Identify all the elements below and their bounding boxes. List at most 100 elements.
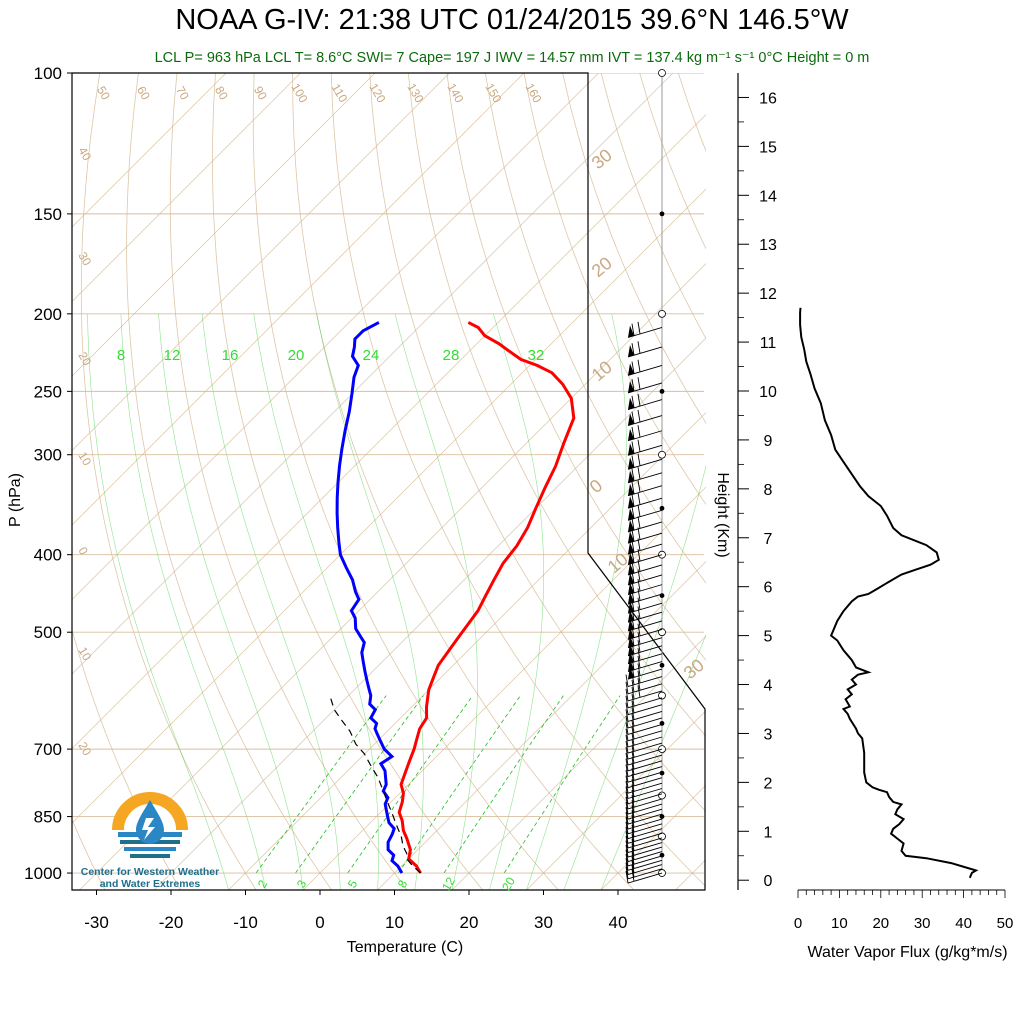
wind-barb-feather xyxy=(625,758,629,771)
pressure-tick-label: 250 xyxy=(34,382,62,401)
wind-level-marker xyxy=(658,791,666,800)
wind-barb-feather xyxy=(631,762,635,775)
wind-barb xyxy=(627,782,663,794)
moist-adiabat-line xyxy=(120,313,267,890)
dry-adiabat-label: 20 xyxy=(75,350,94,369)
moist-adiabat-line xyxy=(87,313,229,890)
wind-barb-feather xyxy=(625,786,629,799)
wind-barb xyxy=(627,415,663,426)
wind-level-marker xyxy=(659,770,665,776)
wind-barb-pennant xyxy=(628,519,634,532)
temperature-profile-line xyxy=(397,321,576,874)
logo-caption: Center for Western Weather and Water Ext… xyxy=(66,866,234,890)
wind-barb-feather xyxy=(631,426,635,440)
wind-barb-pennant xyxy=(628,428,634,441)
wind-barb-feather xyxy=(631,323,635,336)
flux-profile-line xyxy=(799,307,979,879)
wind-barb xyxy=(627,736,663,748)
wind-barb xyxy=(627,564,663,576)
wind-barb xyxy=(627,730,663,742)
wind-barb-feather xyxy=(625,747,629,760)
moist-adiabat-label: 10 xyxy=(588,357,616,385)
isotherm-line xyxy=(72,73,227,228)
wind-barb-feather xyxy=(631,810,635,823)
wind-barb-pennant xyxy=(628,363,634,376)
wind-barb-feather xyxy=(631,852,635,865)
theta-e-label: 20 xyxy=(288,347,305,364)
moist-adiabat-label: 30 xyxy=(680,655,708,683)
mixing-ratio-line xyxy=(397,695,521,874)
wind-barb-feather xyxy=(631,819,635,833)
theta-e-label: 32 xyxy=(528,347,545,364)
wind-barb-pennant xyxy=(628,531,634,544)
wind-barb xyxy=(627,697,663,709)
wind-barb xyxy=(627,653,663,665)
wind-barb xyxy=(627,842,663,853)
wind-barb-feather xyxy=(637,504,641,517)
moist-adiabat-line xyxy=(253,313,379,890)
wind-level-marker xyxy=(659,388,665,394)
wind-barb-pennant xyxy=(628,325,634,338)
dry-adiabat-line xyxy=(562,73,706,424)
wind-barb-feather xyxy=(637,492,641,505)
wind-barb xyxy=(627,364,663,376)
wind-barb-feather xyxy=(631,768,635,781)
wind-barb-feather xyxy=(625,702,629,715)
wind-barb-pennant xyxy=(628,457,634,470)
pressure-tick-label: 500 xyxy=(34,623,62,642)
wind-barb xyxy=(627,793,663,805)
temperature-tick-label: 30 xyxy=(534,913,553,932)
wind-barb-feather xyxy=(637,678,641,691)
wind-barb-pennant xyxy=(628,344,634,357)
wind-barb-feather xyxy=(625,835,629,849)
wind-barb xyxy=(627,855,663,867)
wind-barb-feather xyxy=(625,853,629,867)
wind-barb xyxy=(627,346,663,358)
dry-adiabat-line xyxy=(330,73,706,888)
wind-barb xyxy=(627,628,663,640)
parcel-profile-line xyxy=(330,698,421,874)
isotherm-line xyxy=(526,709,706,890)
wind-barb-feather xyxy=(631,700,635,713)
wind-barb-feather xyxy=(631,441,635,454)
wind-barb xyxy=(627,724,663,735)
wind-barb xyxy=(627,554,663,566)
wind-barb-feather xyxy=(637,527,641,540)
wind-barb-feather xyxy=(637,588,641,601)
wind-barb-feather xyxy=(625,802,629,815)
wind-barb-feather xyxy=(625,722,629,735)
wind-barb-feather xyxy=(631,847,635,860)
temperature-tick-label: -20 xyxy=(159,913,184,932)
wind-barb-feather xyxy=(637,685,641,698)
dry-adiabat-label: 60 xyxy=(134,84,153,103)
wind-barb xyxy=(627,717,663,729)
mixing-ratio-label: 2 xyxy=(255,877,271,890)
wind-barb-feather xyxy=(631,343,635,356)
wind-barb xyxy=(627,593,663,605)
moist-adiabat-line xyxy=(563,464,706,890)
skew-frame xyxy=(71,72,706,891)
wind-barb-feather xyxy=(631,506,635,519)
wind-barb-feather xyxy=(631,494,635,507)
isotherm-line xyxy=(377,560,706,890)
dry-adiabat-label: 160 xyxy=(522,81,544,106)
wind-barb-feather xyxy=(625,826,629,839)
wind-barb xyxy=(627,574,663,586)
moist-adiabat-label: 10 xyxy=(604,549,632,577)
dry-adiabat-line xyxy=(80,73,257,890)
wind-barb-feather xyxy=(637,597,641,610)
wind-barb-feather xyxy=(631,773,635,786)
temperature-tick-label: 10 xyxy=(385,913,404,932)
pressure-tick-label: 150 xyxy=(34,205,62,224)
isotherm-line xyxy=(72,73,525,526)
wind-barb-feather xyxy=(631,829,635,842)
skew-layer xyxy=(72,73,706,890)
wind-level-marker xyxy=(659,662,665,668)
wind-barb xyxy=(627,690,663,702)
height-tick-label: 1 xyxy=(764,824,773,841)
wind-barb-feather xyxy=(625,821,629,834)
height-tick-label: 2 xyxy=(764,775,773,792)
wind-barb xyxy=(627,832,663,844)
mixing-ratio-line xyxy=(503,695,621,874)
dry-adiabat-line xyxy=(211,73,484,890)
